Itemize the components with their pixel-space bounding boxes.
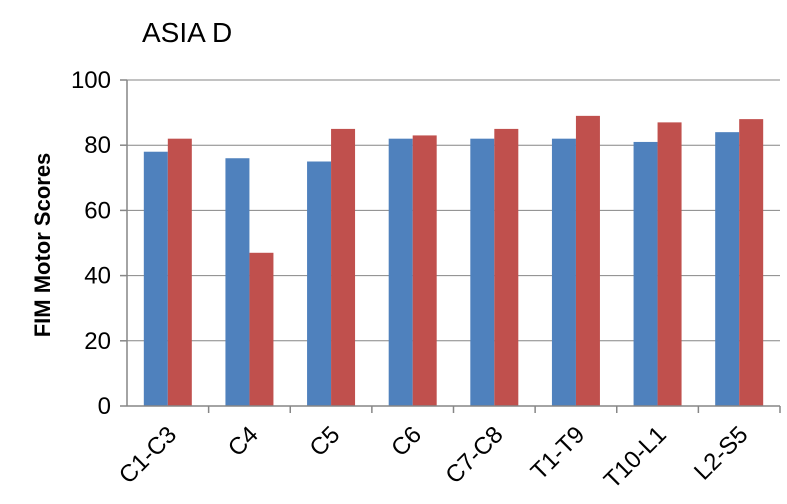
- bar-series1-C4: [225, 158, 250, 406]
- bar-series2-C7-C8: [494, 128, 519, 406]
- y-tick-label-2: 40: [84, 263, 111, 290]
- y-tick-label-5: 100: [71, 67, 111, 94]
- bar-series1-C7-C8: [470, 138, 495, 406]
- y-tick-label-1: 20: [84, 328, 111, 355]
- bar-series1-C5: [307, 161, 332, 406]
- x-tick-label-C4: C4: [223, 421, 264, 462]
- y-tick-labels: 0 20 40 60 80 100: [71, 67, 111, 420]
- x-tick-label-C1-C3: C1-C3: [114, 421, 182, 489]
- bar-series2-C5: [331, 128, 356, 406]
- y-tick-label-3: 60: [84, 197, 111, 224]
- y-tick-label-0: 0: [98, 393, 111, 420]
- bar-series1-T1-T9: [551, 138, 576, 406]
- y-axis-label: FIM Motor Scores: [30, 153, 55, 338]
- bar-series1-T10-L1: [633, 141, 658, 406]
- bar-series1-C1-C3: [143, 151, 168, 406]
- x-tick-label-C7-C8: C7-C8: [440, 421, 508, 489]
- x-tick-labels: C1-C3 C4 C5 C6 C7-C8 T1-T9 T10-L1 L2-S5: [114, 421, 754, 494]
- x-tick-label-L2-S5: L2-S5: [689, 421, 753, 485]
- axes: [120, 79, 781, 413]
- bar-series2-T1-T9: [575, 115, 600, 407]
- grid-lines: [127, 79, 780, 342]
- bar-series1-C6: [388, 138, 413, 406]
- bar-series2-T10-L1: [657, 122, 682, 406]
- x-tick-label-T10-L1: T10-L1: [599, 421, 672, 494]
- chart-title: ASIA D: [142, 17, 232, 48]
- bars: [143, 115, 764, 407]
- bar-series1-L2-S5: [715, 132, 740, 406]
- y-tick-label-4: 80: [84, 132, 111, 159]
- bar-series2-C1-C3: [167, 138, 192, 406]
- bar-series2-C4: [249, 252, 274, 406]
- x-tick-label-T1-T9: T1-T9: [526, 421, 590, 485]
- x-tick-label-C6: C6: [386, 421, 427, 462]
- bar-series2-L2-S5: [739, 119, 764, 407]
- x-tick-label-C5: C5: [305, 421, 346, 462]
- bar-series2-C6: [412, 135, 437, 407]
